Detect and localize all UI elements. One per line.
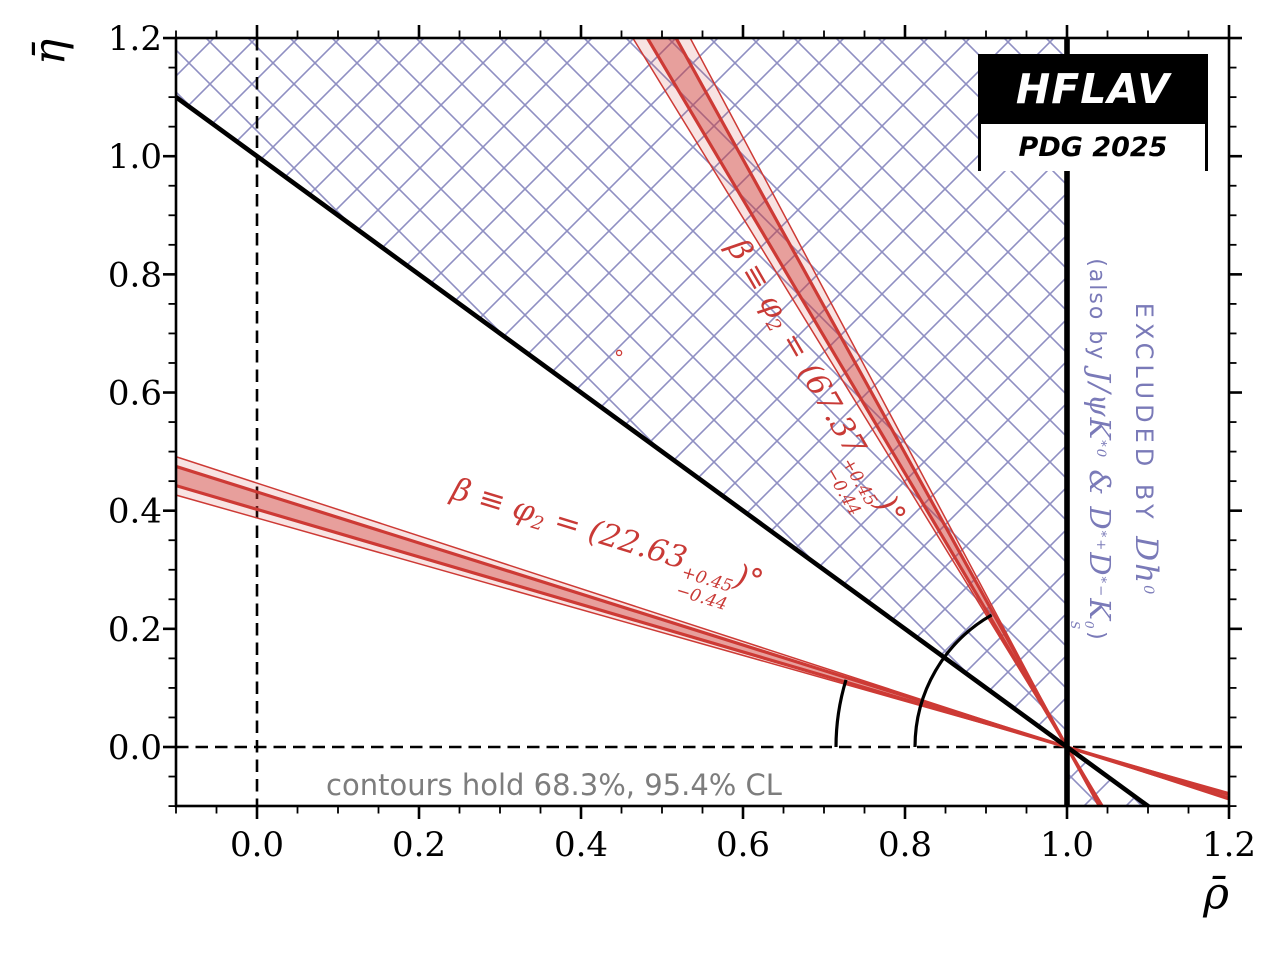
svg-text:1.0: 1.0 (108, 137, 162, 177)
angle-arc-67.37 (913, 613, 993, 748)
svg-text:0.4: 0.4 (108, 492, 162, 532)
svg-text:0.0: 0.0 (230, 825, 284, 865)
eta-equals-1-minus-rho-line (176, 94, 1152, 806)
svg-text:0.2: 0.2 (392, 825, 446, 865)
svg-text:0.6: 0.6 (716, 825, 770, 865)
axis-ticks (163, 25, 1242, 819)
stray-marker (615, 349, 623, 357)
excluded-hatch-upper (176, 38, 1067, 747)
svg-text:1.2: 1.2 (108, 19, 162, 59)
svg-text:0.8: 0.8 (878, 825, 932, 865)
excluded-region-label: EXCLUDED BY Dh0 (1128, 302, 1164, 600)
watermark-box: HFLAV PDG 2025 (978, 54, 1208, 171)
svg-text:0.0: 0.0 (108, 728, 162, 768)
svg-text:0.8: 0.8 (108, 255, 162, 295)
excluded-region-sublabel: (also by J/ψK*0 & D*+D*−K 0 S) (1067, 258, 1117, 642)
angle-arc-22.63 (834, 679, 848, 748)
watermark-title: HFLAV (981, 57, 1205, 121)
x-axis-label: ρ̄ (1203, 868, 1229, 920)
y-axis-label: η̄ (24, 38, 76, 66)
tick-labels: 0.0 0.2 0.4 0.6 0.8 1.0 1.2 0.0 0.2 0.4 0.6 0.8 1.0 1… (108, 19, 1256, 865)
svg-text:0.2: 0.2 (108, 610, 162, 650)
confidence-note: contours hold 68.3%, 95.4% CL (326, 768, 782, 802)
svg-text:0.4: 0.4 (554, 825, 608, 865)
svg-text:0.6: 0.6 (108, 374, 162, 414)
watermark-subtitle: PDG 2025 (981, 121, 1205, 171)
svg-text:1.0: 1.0 (1040, 825, 1094, 865)
svg-text:1.2: 1.2 (1202, 825, 1256, 865)
